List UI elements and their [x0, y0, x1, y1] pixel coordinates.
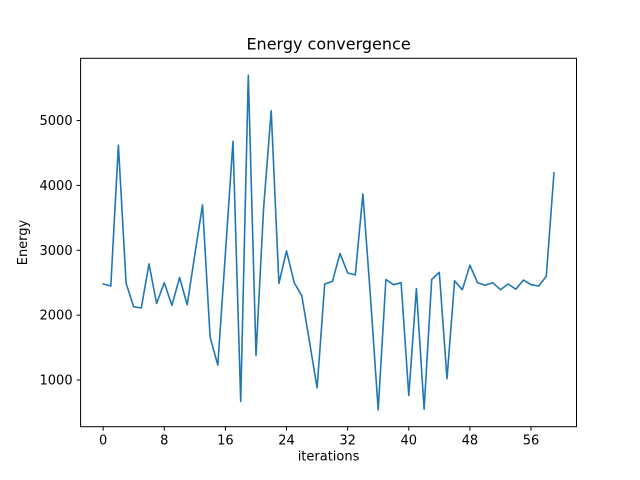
y-tick-label: 3000 — [40, 244, 73, 259]
y-tick-label: 4000 — [40, 179, 73, 194]
chart-title: Energy convergence — [246, 34, 410, 53]
x-tick-label: 32 — [339, 434, 356, 449]
y-axis-ticks: 1000 2000 3000 4000 5000 — [40, 114, 81, 389]
x-tick-label: 24 — [278, 434, 295, 449]
y-tick-label: 5000 — [40, 114, 73, 129]
energy-line-series — [102, 74, 555, 411]
x-tick-label: 56 — [523, 434, 540, 449]
x-axis-ticks: 0 8 16 24 32 40 48 56 — [99, 426, 540, 449]
plot-border — [80, 57, 577, 428]
x-tick-label: 16 — [217, 434, 234, 449]
x-tick-label: 8 — [160, 434, 168, 449]
x-tick-label: 48 — [462, 434, 479, 449]
x-tick-label: 0 — [99, 434, 107, 449]
x-tick-label: 40 — [401, 434, 418, 449]
y-axis-label: Energy — [16, 219, 31, 265]
x-axis-label: iterations — [298, 450, 360, 465]
y-tick-label: 2000 — [40, 309, 73, 324]
y-tick-label: 1000 — [40, 374, 73, 389]
